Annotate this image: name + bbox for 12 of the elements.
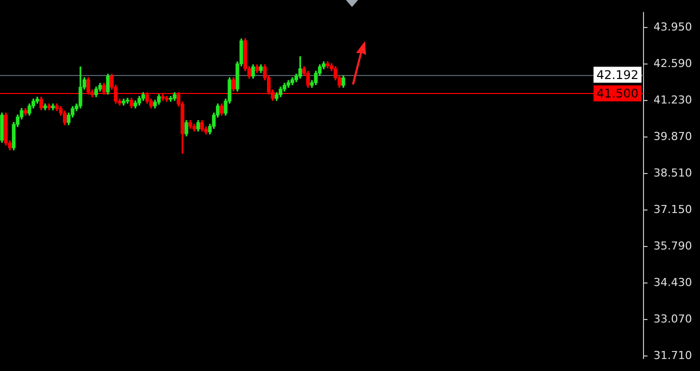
- y-tick-label: 39.870: [654, 130, 692, 143]
- y-tick-label: 37.150: [654, 202, 692, 216]
- y-tick-label: 38.510: [654, 166, 692, 180]
- y-tick-label: 43.950: [654, 20, 692, 34]
- y-tick-label: 42.590: [654, 56, 692, 70]
- y-tick-label: 31.710: [654, 348, 692, 362]
- y-tick-label: 41.230: [654, 93, 692, 106]
- y-tick-label: 33.070: [654, 312, 692, 326]
- y-tick-label: 34.430: [654, 276, 692, 289]
- ref-line-label: 41.500: [596, 86, 639, 100]
- ref-line-label: 42.192: [596, 68, 639, 82]
- y-tick-label: 35.790: [654, 239, 692, 252]
